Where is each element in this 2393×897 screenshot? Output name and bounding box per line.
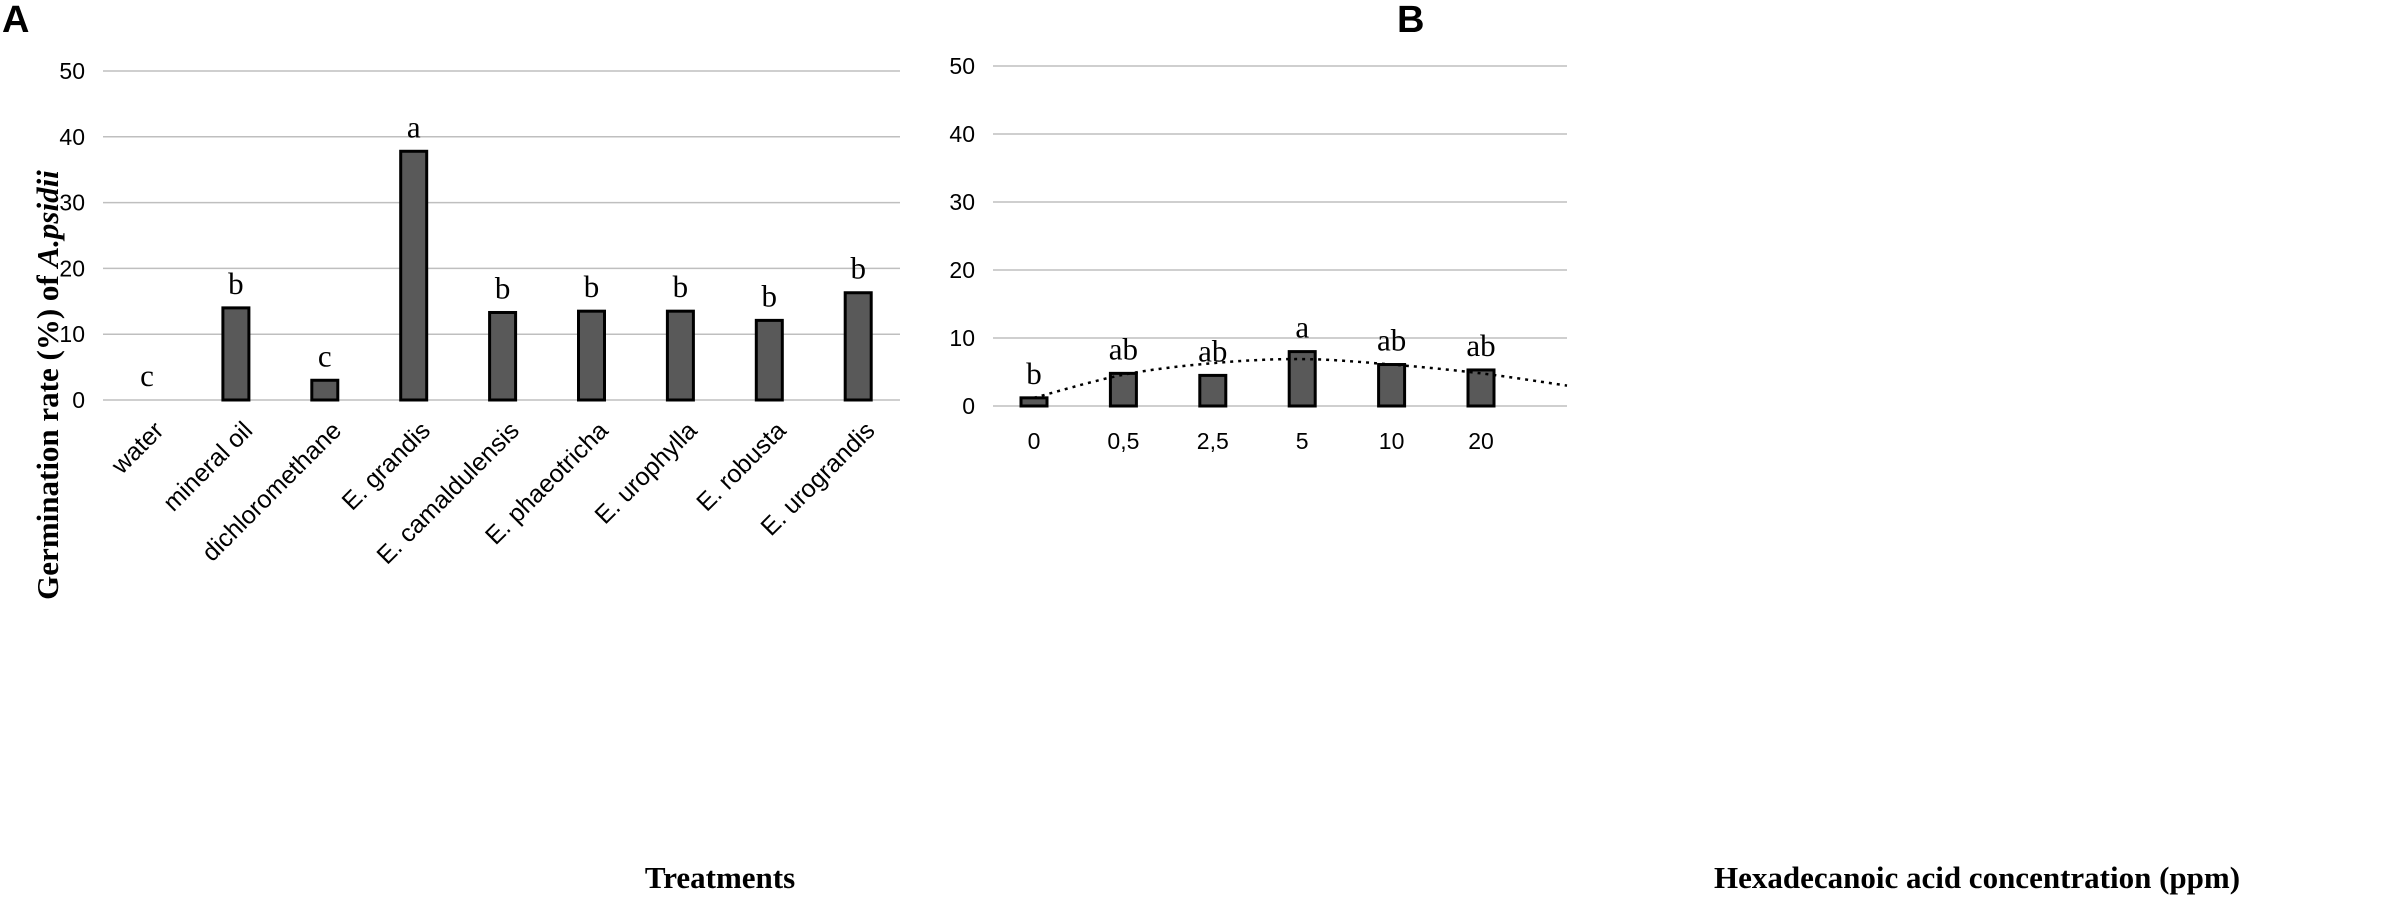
y-title-prefix: Germination rate (%) of (30, 268, 65, 600)
a-x-tick-label-0: water (106, 416, 170, 480)
b-sig-label-4: ab (1377, 323, 1406, 358)
b-x-tick-label-4: 10 (1379, 428, 1405, 454)
panel-b-x-axis: 0 0,5 2,5 5 10 20 (1028, 428, 1494, 454)
b-sig-label-2: ab (1198, 333, 1227, 368)
a-sig-label-7: b (762, 278, 778, 313)
a-bar-4 (488, 310, 518, 402)
a-sig-label-3: a (407, 109, 421, 144)
b-y-tick-label: 0 (962, 393, 975, 419)
b-bar-2 (1198, 373, 1228, 408)
b-bar-0 (1019, 396, 1049, 408)
a-bar-5 (577, 309, 606, 402)
panel-a-y-axis: 0 10 20 30 40 50 (59, 58, 85, 413)
panel-b-y-axis: 0 10 20 30 40 50 (949, 53, 975, 419)
panel-b-trendline (1033, 357, 1568, 400)
b-sig-label-0: b (1026, 356, 1042, 391)
a-y-tick-label: 10 (59, 321, 85, 347)
a-y-tick-label: 0 (72, 387, 85, 413)
a-sig-label-0: c (140, 358, 154, 393)
panel-b-chart: B 0 10 20 30 40 50 b ab ab a ab ab 0 0,5 2,5 5 10 20 He… (949, 0, 2240, 895)
b-sig-label-1: ab (1109, 331, 1138, 366)
b-y-tick-label: 40 (949, 121, 975, 147)
panel-a-letter: A (2, 0, 29, 41)
b-y-tick-label: 30 (949, 189, 975, 215)
b-x-tick-label-2: 2,5 (1197, 428, 1229, 454)
b-x-tick-label-0: 0 (1028, 428, 1041, 454)
panel-a-x-axis-title: Treatments (645, 860, 795, 895)
b-x-tick-label-5: 20 (1468, 428, 1494, 454)
a-y-tick-label: 30 (59, 190, 85, 216)
a-sig-label-5: b (584, 269, 600, 304)
a-sig-label-4: b (495, 270, 511, 305)
b-bar-3 (1287, 350, 1317, 408)
panel-a-significance-letters: c b c a b b b b b (140, 109, 866, 393)
b-x-tick-label-1: 0,5 (1107, 428, 1139, 454)
b-x-tick-label-3: 5 (1296, 428, 1309, 454)
panel-a-y-axis-title: Germination rate (%) of A.psidii (30, 170, 65, 600)
a-sig-label-1: b (228, 266, 244, 301)
a-bar-8 (843, 291, 873, 402)
a-sig-label-2: c (318, 338, 332, 373)
b-y-tick-label: 10 (949, 325, 975, 351)
panel-b-gridlines (993, 65, 1567, 407)
a-bar-1 (221, 306, 251, 402)
a-sig-label-6: b (673, 269, 689, 304)
b-bar-1 (1108, 371, 1138, 408)
panel-b-significance-letters: b ab ab a ab ab (1026, 310, 1495, 391)
panel-b-bars (1019, 350, 1496, 408)
b-bar-5 (1466, 368, 1496, 408)
a-y-tick-label: 50 (59, 58, 85, 84)
a-y-tick-label: 40 (59, 124, 85, 150)
panel-b-x-axis-title: Hexadecanoic acid concentration (ppm) (1714, 860, 2240, 895)
a-sig-label-8: b (850, 251, 866, 286)
a-bar-7 (754, 318, 784, 402)
a-bar-2 (310, 378, 340, 402)
y-title-species: A.psidii (30, 170, 65, 270)
panel-a-bars (221, 149, 873, 402)
b-y-tick-label: 50 (949, 53, 975, 79)
b-sig-label-5: ab (1466, 328, 1495, 363)
b-sig-label-3: a (1295, 310, 1309, 345)
a-bar-3 (399, 149, 429, 402)
b-y-tick-label: 20 (949, 257, 975, 283)
a-y-tick-label: 20 (59, 255, 85, 281)
a-bar-6 (665, 309, 695, 402)
b-bar-4 (1377, 363, 1407, 408)
panel-b-letter: B (1397, 0, 1424, 41)
